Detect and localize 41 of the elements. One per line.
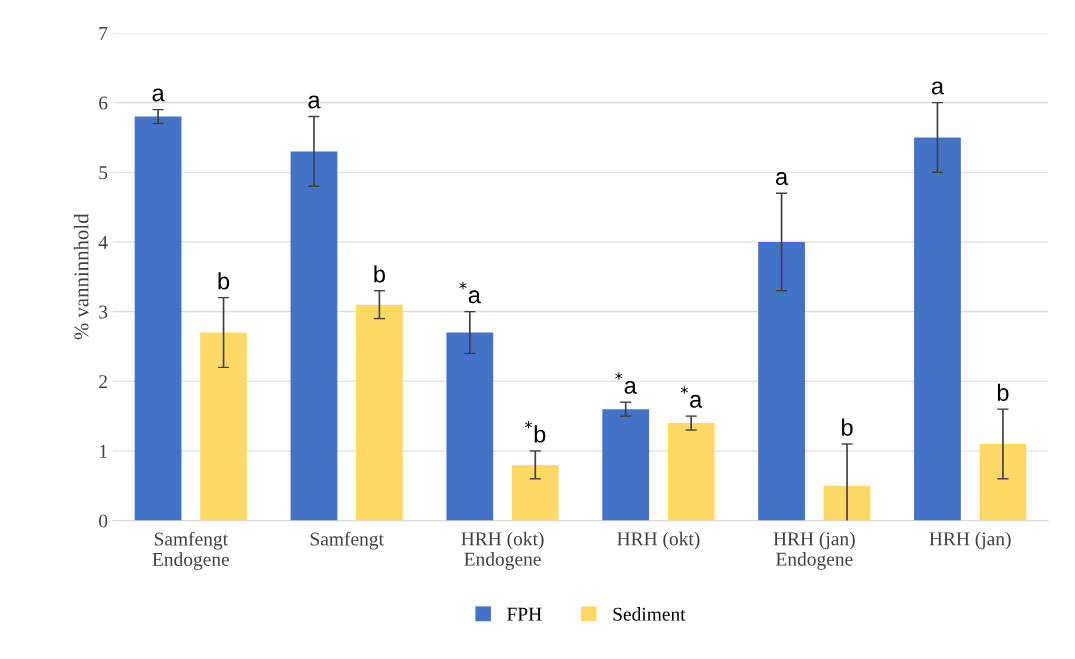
bar <box>823 485 871 521</box>
annotation: $^{*}$b <box>524 421 546 443</box>
bar <box>667 423 715 521</box>
annotation: $^{*}$a <box>615 372 637 394</box>
bar <box>914 137 961 521</box>
annotation: a <box>931 81 945 95</box>
y-tick-label: 4 <box>98 235 108 249</box>
annotation: a <box>308 95 321 109</box>
x-tick-label: HRH (okt) <box>617 531 700 550</box>
annotation: $^{*}$a <box>459 281 481 304</box>
annotation: b <box>218 272 230 290</box>
bar <box>356 304 403 521</box>
annotation: b <box>374 265 385 283</box>
annotation: a <box>152 88 165 102</box>
y-tick-label: 2 <box>99 375 107 389</box>
x-tick-label: HRH (jan) <box>929 531 1011 550</box>
legend-label: Sediment <box>613 607 686 621</box>
x-tick-label: HRH (jan) Endogene <box>773 531 855 570</box>
bar <box>511 464 559 521</box>
bar <box>446 332 494 521</box>
y-tick-label: 7 <box>99 26 108 40</box>
x-tick-label: HRH (okt) Endogene <box>461 531 544 570</box>
annotation: b <box>997 383 1009 401</box>
annotation: b <box>842 418 853 436</box>
y-tick-label: 0 <box>99 514 108 528</box>
bar <box>758 241 805 521</box>
annotation: a <box>776 172 789 186</box>
annotation: $^{*}$a <box>680 386 703 408</box>
bar <box>200 332 247 521</box>
y-tick-label: 3 <box>99 305 108 319</box>
y-tick-label: 6 <box>99 96 108 110</box>
bar <box>290 151 338 521</box>
bar <box>602 409 650 521</box>
y-tick-label: 5 <box>99 166 108 180</box>
legend-label: FPH <box>507 607 542 621</box>
bar <box>134 116 182 521</box>
y-axis-title: % vanninnhold <box>73 213 89 340</box>
x-tick-label: Samfengt <box>310 531 384 550</box>
bar <box>979 443 1027 521</box>
y-tick-label: 1 <box>100 444 107 458</box>
x-tick-label: Samfengt Endogene <box>152 531 230 570</box>
